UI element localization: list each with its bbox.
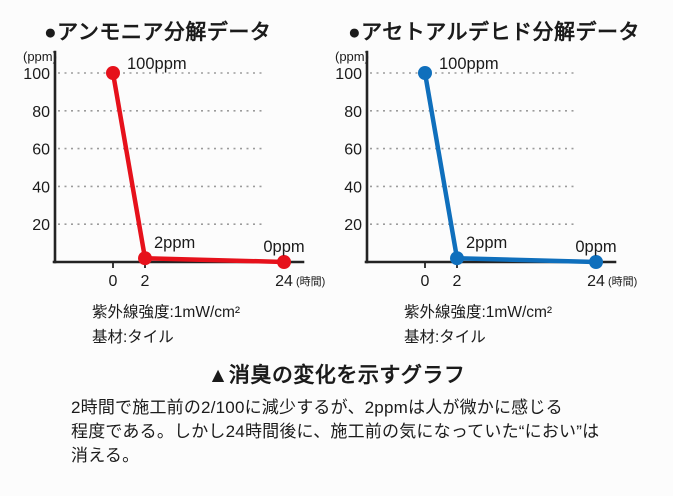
data-point — [106, 66, 120, 80]
x-axis-unit: (時間) — [608, 275, 637, 288]
series-line — [422, 72, 597, 265]
ammonia-line-plot: (ppm) 100 80 60 40 20 0 2 24 (時間) 100ppm 2ppm 0ppm — [23, 49, 325, 290]
acetaldehyde-line-plot: (ppm) 100 80 60 40 20 0 2 24 (時間) 100ppm 2ppm 0ppm — [335, 49, 637, 290]
x-tick-label: 2 — [141, 273, 150, 290]
chart-notes: 紫外線強度:1mW/cm² 基材:タイル — [404, 300, 552, 350]
chart-title-acetaldehyde: ●アセトアルデヒド分解データ — [348, 21, 641, 44]
y-tick-label: 80 — [344, 104, 362, 121]
note-uv-intensity: 紫外線強度:1mW/cm² — [92, 304, 241, 321]
y-tick-label: 40 — [32, 179, 50, 196]
y-axis-unit: (ppm) — [23, 49, 57, 64]
data-point — [277, 255, 291, 269]
chart-acetaldehyde: ●アセトアルデヒド分解データ (ppm) 100 80 60 40 20 0 2 24 (時間) 1… — [334, 14, 650, 360]
data-point — [450, 251, 464, 266]
point-label: 2ppm — [466, 234, 507, 252]
x-tick-label: 0 — [421, 273, 430, 290]
note-substrate: 基材:タイル — [404, 329, 486, 346]
x-tick-label: 24 — [587, 273, 605, 290]
note-substrate: 基材:タイル — [92, 329, 174, 346]
note-uv-intensity: 紫外線強度:1mW/cm² — [404, 304, 553, 321]
y-tick-label: 60 — [32, 142, 50, 159]
point-label: 100ppm — [127, 55, 187, 73]
x-tick-label: 2 — [453, 273, 462, 290]
data-point — [589, 255, 603, 269]
point-label: 100ppm — [439, 55, 499, 73]
y-tick-label: 80 — [32, 104, 50, 121]
chart-ammonia: ●アンモニア分解データ (ppm) 100 80 60 40 20 0 2 24 (時間) 100p… — [22, 14, 338, 360]
point-label: 0ppm — [263, 238, 304, 256]
x-tick-label: 24 — [275, 273, 293, 290]
description-text: 2時間で施工前の2/100に減少するが、2ppmは人が微かに感じる 程度である。… — [71, 398, 600, 465]
data-point — [138, 251, 152, 266]
chart-title-ammonia: ●アンモニア分解データ — [44, 21, 272, 44]
x-axis-unit: (時間) — [296, 275, 325, 288]
data-point — [418, 66, 432, 80]
y-axis-unit: (ppm) — [335, 49, 369, 64]
y-tick-label: 100 — [23, 66, 50, 83]
chart-notes: 紫外線強度:1mW/cm² 基材:タイル — [92, 300, 240, 350]
point-label: 2ppm — [154, 234, 195, 252]
x-tick-label: 0 — [109, 273, 118, 290]
y-tick-label: 20 — [32, 217, 50, 234]
y-tick-label: 60 — [344, 142, 362, 159]
y-tick-label: 20 — [344, 217, 362, 234]
y-tick-label: 100 — [335, 66, 362, 83]
figure-caption: ▲消臭の変化を示すグラフ — [207, 364, 466, 387]
y-tick-label: 40 — [344, 179, 362, 196]
point-label: 0ppm — [575, 238, 616, 256]
series-line — [110, 72, 285, 265]
